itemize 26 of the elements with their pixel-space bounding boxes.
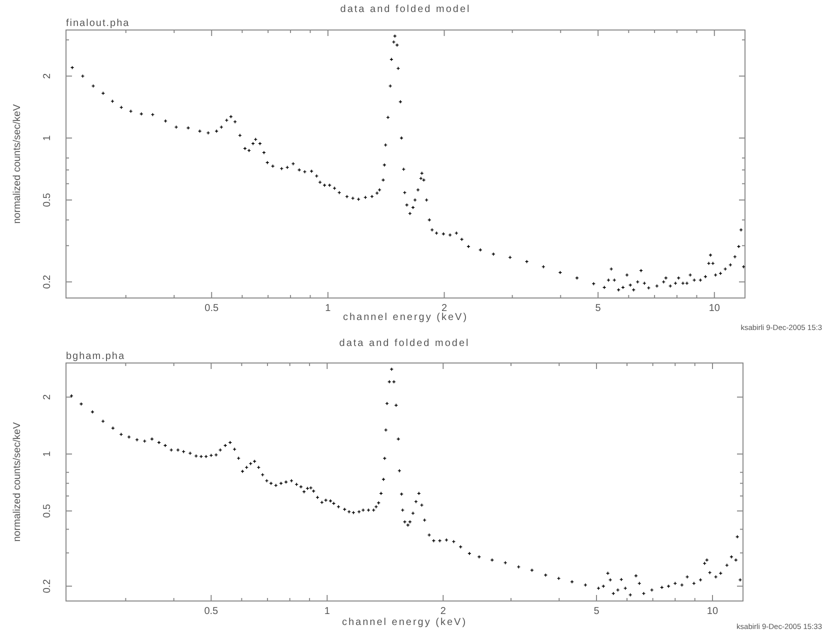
- y-axis-title: normalized counts/sec/keV: [12, 422, 23, 542]
- y-tick-label: 0.2: [42, 578, 53, 594]
- y-tick-label: 0.5: [42, 192, 53, 207]
- x-tick-label: 5: [594, 606, 600, 617]
- chart-title: data and folded model: [339, 338, 470, 349]
- y-tick-label: 2: [42, 394, 53, 400]
- x-axis-title: channel energy (keV): [342, 617, 468, 628]
- y-tick-label: 2: [42, 72, 53, 79]
- y-tick-label: 1: [42, 134, 53, 141]
- x-tick-label: 10: [706, 606, 718, 617]
- y-tick-label: 0.5: [42, 504, 53, 518]
- x-tick-label: 5: [595, 303, 602, 314]
- x-tick-label: 2: [441, 303, 448, 314]
- x-tick-label: 1: [325, 303, 332, 314]
- x-tick-label: 0.5: [204, 606, 219, 617]
- chart-title: data and folded model: [340, 4, 471, 15]
- x-tick-label: 1: [324, 606, 330, 617]
- y-tick-label: 0.2: [42, 274, 53, 289]
- x-tick-label: 2: [440, 606, 446, 617]
- x-axis-title: channel energy (keV): [342, 312, 468, 323]
- x-tick-label: 10: [708, 303, 720, 314]
- chart-subtitle: bgham.pha: [66, 351, 126, 362]
- y-tick-label: 1: [42, 450, 53, 457]
- y-axis-title: normalized counts/sec/keV: [12, 104, 23, 224]
- x-tick-label: 0.5: [204, 303, 219, 314]
- chart-subtitle: finalout.pha: [66, 18, 130, 29]
